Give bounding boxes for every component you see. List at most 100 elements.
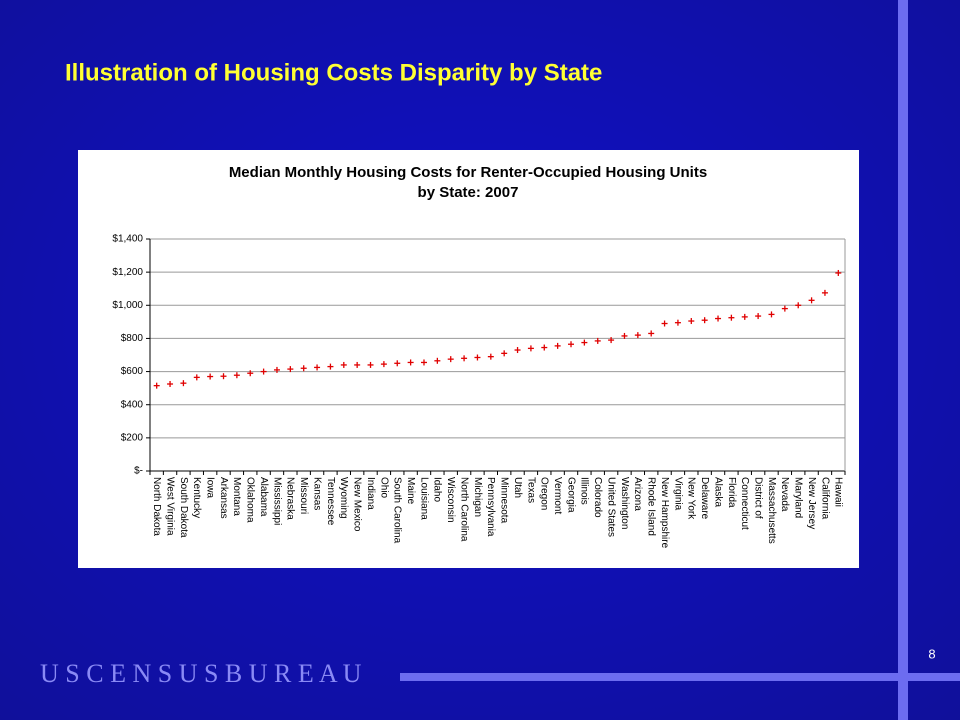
marker — [701, 317, 708, 324]
marker — [781, 305, 788, 312]
x-tick-label: Iowa — [205, 477, 216, 499]
x-tick-label: Georgia — [565, 477, 576, 513]
x-tick-label: Virginia — [672, 477, 683, 511]
marker — [741, 313, 748, 320]
x-tick-label: Alaska — [712, 477, 723, 507]
marker — [394, 360, 401, 367]
marker — [621, 332, 628, 339]
x-tick-label: South Carolina — [392, 477, 403, 544]
marker — [648, 330, 655, 337]
marker — [688, 318, 695, 325]
marker — [420, 359, 427, 366]
x-tick-label: New Hampshire — [659, 477, 670, 549]
y-tick-label: $600 — [121, 366, 144, 377]
marker — [287, 366, 294, 373]
marker — [821, 289, 828, 296]
marker — [568, 341, 575, 348]
marker — [514, 347, 521, 354]
x-tick-label: Kentucky — [191, 477, 202, 518]
y-tick-label: $800 — [121, 333, 144, 344]
x-tick-label: West Virginia — [164, 477, 175, 536]
marker — [808, 297, 815, 304]
marker — [487, 353, 494, 360]
x-tick-label: North Carolina — [458, 477, 469, 542]
x-tick-label: Connecticut — [739, 477, 750, 530]
marker — [300, 365, 307, 372]
x-tick-label: Colorado — [592, 477, 603, 518]
marker — [260, 368, 267, 375]
marker — [608, 337, 615, 344]
x-tick-label: Idaho — [432, 477, 443, 502]
x-tick-label: Maryland — [793, 477, 804, 518]
marker — [474, 354, 481, 361]
x-tick-label: Missouri — [298, 477, 309, 514]
marker — [755, 313, 762, 320]
x-tick-label: New Jersey — [806, 477, 817, 529]
x-tick-label: South Dakota — [178, 477, 189, 538]
y-tick-label: $1,200 — [112, 267, 143, 278]
marker — [314, 364, 321, 371]
chart-title: Median Monthly Housing Costs for Renter-… — [229, 164, 707, 181]
marker — [207, 373, 214, 380]
marker — [768, 311, 775, 318]
marker — [447, 356, 454, 363]
x-tick-label: Arizona — [632, 477, 643, 511]
x-tick-label: Mississippi — [271, 477, 282, 525]
y-tick-label: $1,400 — [112, 234, 143, 245]
x-tick-label: Oregon — [539, 477, 550, 510]
x-tick-label: Rhode Island — [646, 477, 657, 536]
x-tick-label: Massachusetts — [766, 477, 777, 544]
x-tick-label: District of — [752, 477, 763, 519]
marker — [594, 337, 601, 344]
x-tick-label: Wyoming — [338, 477, 349, 519]
marker — [407, 359, 414, 366]
marker — [795, 302, 802, 309]
marker — [247, 370, 254, 377]
frame-line — [898, 0, 908, 720]
x-tick-label: Indiana — [365, 477, 376, 510]
x-tick-label: Nebraska — [285, 477, 296, 520]
x-tick-label: California — [819, 477, 830, 520]
marker — [193, 374, 200, 381]
slide-title: Illustration of Housing Costs Disparity … — [65, 59, 602, 86]
marker — [715, 315, 722, 322]
x-tick-label: Florida — [726, 477, 737, 508]
marker — [674, 319, 681, 326]
frame-line — [400, 673, 960, 681]
x-tick-label: Ohio — [378, 477, 389, 499]
x-tick-label: Louisiana — [418, 477, 429, 520]
chart-title: by State: 2007 — [418, 184, 519, 201]
x-tick-label: Delaware — [699, 477, 710, 520]
x-tick-label: Alabama — [258, 477, 269, 517]
marker — [233, 372, 240, 379]
x-tick-label: Utah — [512, 477, 523, 498]
x-tick-label: Michigan — [472, 477, 483, 517]
x-tick-label: Tennessee — [325, 477, 336, 526]
y-tick-label: $200 — [121, 432, 144, 443]
marker — [661, 320, 668, 327]
marker — [340, 361, 347, 368]
x-tick-label: Kansas — [311, 477, 322, 510]
x-tick-label: Arkansas — [218, 477, 229, 519]
marker — [501, 350, 508, 357]
x-tick-label: Nevada — [779, 477, 790, 512]
chart-area — [78, 150, 859, 568]
footer: U S C E N S U S B U R E A U — [40, 659, 362, 688]
y-tick-label: $1,000 — [112, 300, 143, 311]
marker — [220, 373, 227, 380]
x-tick-label: North Dakota — [151, 477, 162, 536]
x-tick-label: New Mexico — [352, 477, 363, 532]
marker — [180, 380, 187, 387]
marker — [273, 366, 280, 373]
x-tick-label: Washington — [619, 477, 630, 529]
marker — [728, 314, 735, 321]
x-tick-label: Texas — [525, 477, 536, 503]
marker — [153, 382, 160, 389]
marker — [461, 355, 468, 362]
marker — [380, 361, 387, 368]
marker — [327, 363, 334, 370]
marker — [835, 269, 842, 276]
marker — [541, 344, 548, 351]
x-tick-label: Maine — [405, 477, 416, 505]
